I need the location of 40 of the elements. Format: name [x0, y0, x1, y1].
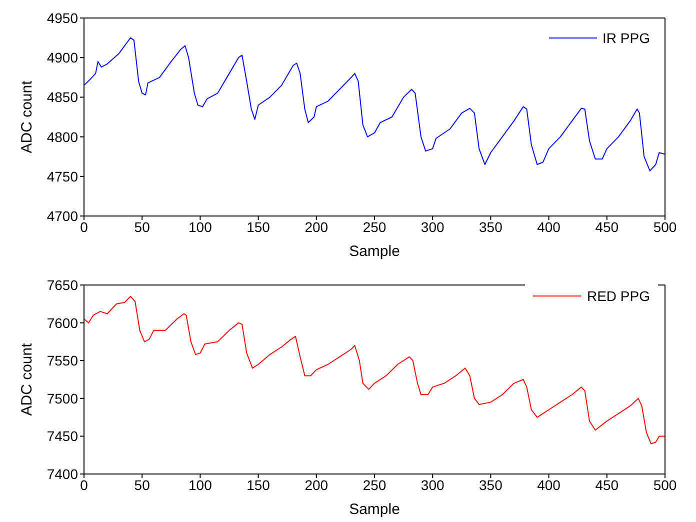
x-tick-label: 200	[304, 476, 328, 493]
x-tick-label: 400	[537, 476, 561, 493]
x-tick-label: 50	[134, 476, 150, 493]
x-tick-label: 500	[653, 476, 677, 493]
y-tick-label: 7650	[46, 276, 78, 293]
x-tick-label: 150	[246, 476, 270, 493]
x-axis-title: Sample	[349, 243, 400, 260]
y-tick-label: 7400	[46, 466, 78, 482]
x-tick-label: 300	[420, 218, 444, 235]
x-tick-label: 50	[134, 218, 150, 235]
x-tick-label: 450	[595, 476, 619, 493]
x-tick-label: 250	[362, 218, 386, 235]
x-tick-label: 200	[304, 218, 328, 235]
y-tick-label: 7450	[46, 428, 78, 444]
x-tick-label: 250	[362, 476, 386, 493]
x-axis-title: Sample	[349, 501, 400, 518]
y-tick-label: 4900	[46, 50, 78, 66]
x-tick-label: 100	[188, 218, 212, 235]
x-tick-label: 300	[420, 476, 444, 493]
x-tick-label: 0	[80, 218, 88, 235]
legend-label: IR PPG	[602, 30, 650, 46]
x-tick-label: 100	[188, 476, 212, 493]
x-tick-label: 0	[80, 476, 88, 493]
y-tick-label: 4700	[46, 208, 78, 224]
y-tick-label: 7500	[46, 390, 78, 406]
y-tick-label: 4850	[46, 89, 78, 106]
x-tick-label: 450	[595, 218, 619, 235]
x-tick-label: 400	[537, 218, 561, 235]
y-axis-title: ADC count	[18, 342, 36, 416]
y-tick-label: 4750	[46, 168, 78, 184]
legend-label: RED PPG	[586, 288, 650, 304]
x-tick-label: 350	[479, 476, 503, 493]
y-tick-label: 4800	[46, 128, 78, 145]
x-tick-label: 500	[653, 218, 677, 235]
x-tick-label: 350	[479, 218, 503, 235]
y-axis-title: ADC count	[18, 80, 36, 154]
y-tick-label: 4950	[46, 10, 78, 26]
x-tick-label: 150	[246, 218, 270, 235]
y-tick-label: 7550	[46, 352, 78, 369]
y-tick-label: 7600	[46, 314, 78, 331]
